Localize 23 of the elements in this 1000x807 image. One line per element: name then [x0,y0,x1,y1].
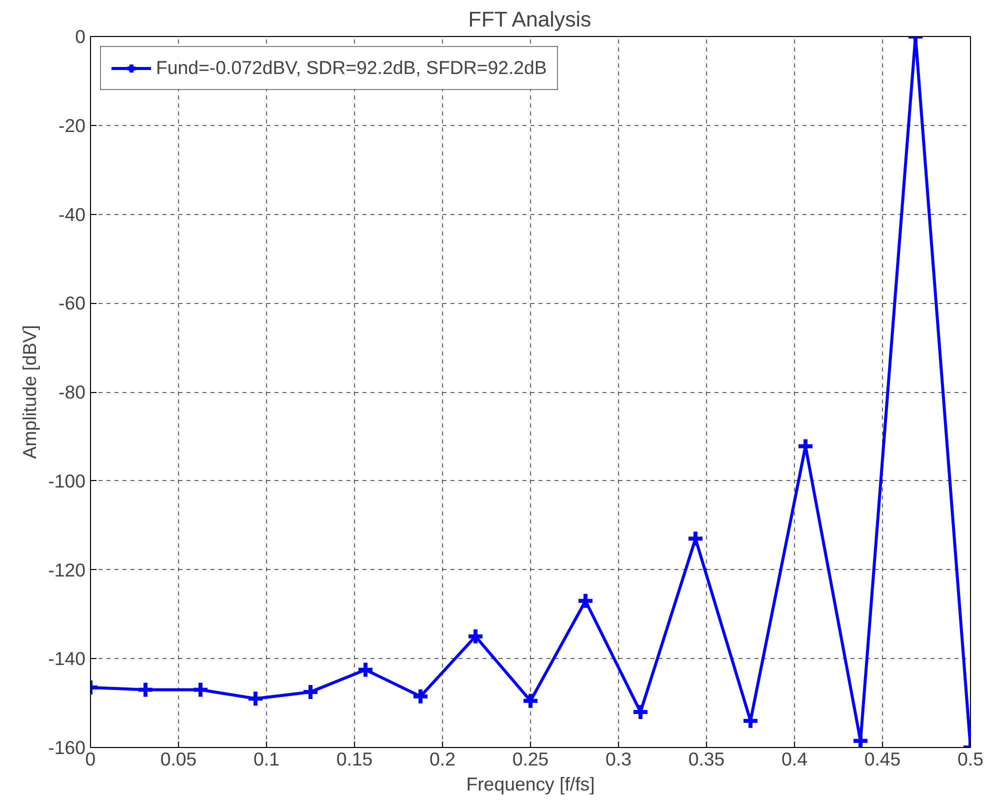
y-tick-label: -140 [48,648,86,670]
y-tick-label: -100 [48,470,86,492]
x-tick-label: 0.45 [864,748,901,770]
x-tick-label: 0.3 [606,748,632,770]
x-tick-label: 0.4 [782,748,808,770]
y-tick-label: -20 [58,114,86,136]
chart-title: FFT Analysis [468,8,592,32]
y-tick-label: -120 [48,559,86,580]
y-tick-label: -160 [48,737,86,758]
y-tick-label: -60 [58,292,86,314]
y-axis-title: Amplitude [dBV] [19,325,40,459]
x-axis-title: Frequency [f/fs] [466,774,595,794]
y-tick-label: -80 [58,382,86,402]
y-tick-label: -40 [58,204,86,225]
x-tick-label: 0.05 [160,748,197,770]
y-tick-label: 0 [75,26,86,47]
x-tick-label: 0.35 [688,748,725,770]
x-tick-label: 0.2 [430,748,456,770]
legend-label: Fund=-0.072dBV, SDR=92.2dB, SFDR=92.2dB [156,57,547,79]
x-tick-label: 0.25 [512,748,549,770]
x-tick-label: 0.5 [958,748,984,770]
x-tick-label: 0.1 [254,748,280,770]
x-tick-label: 0.15 [336,748,373,770]
